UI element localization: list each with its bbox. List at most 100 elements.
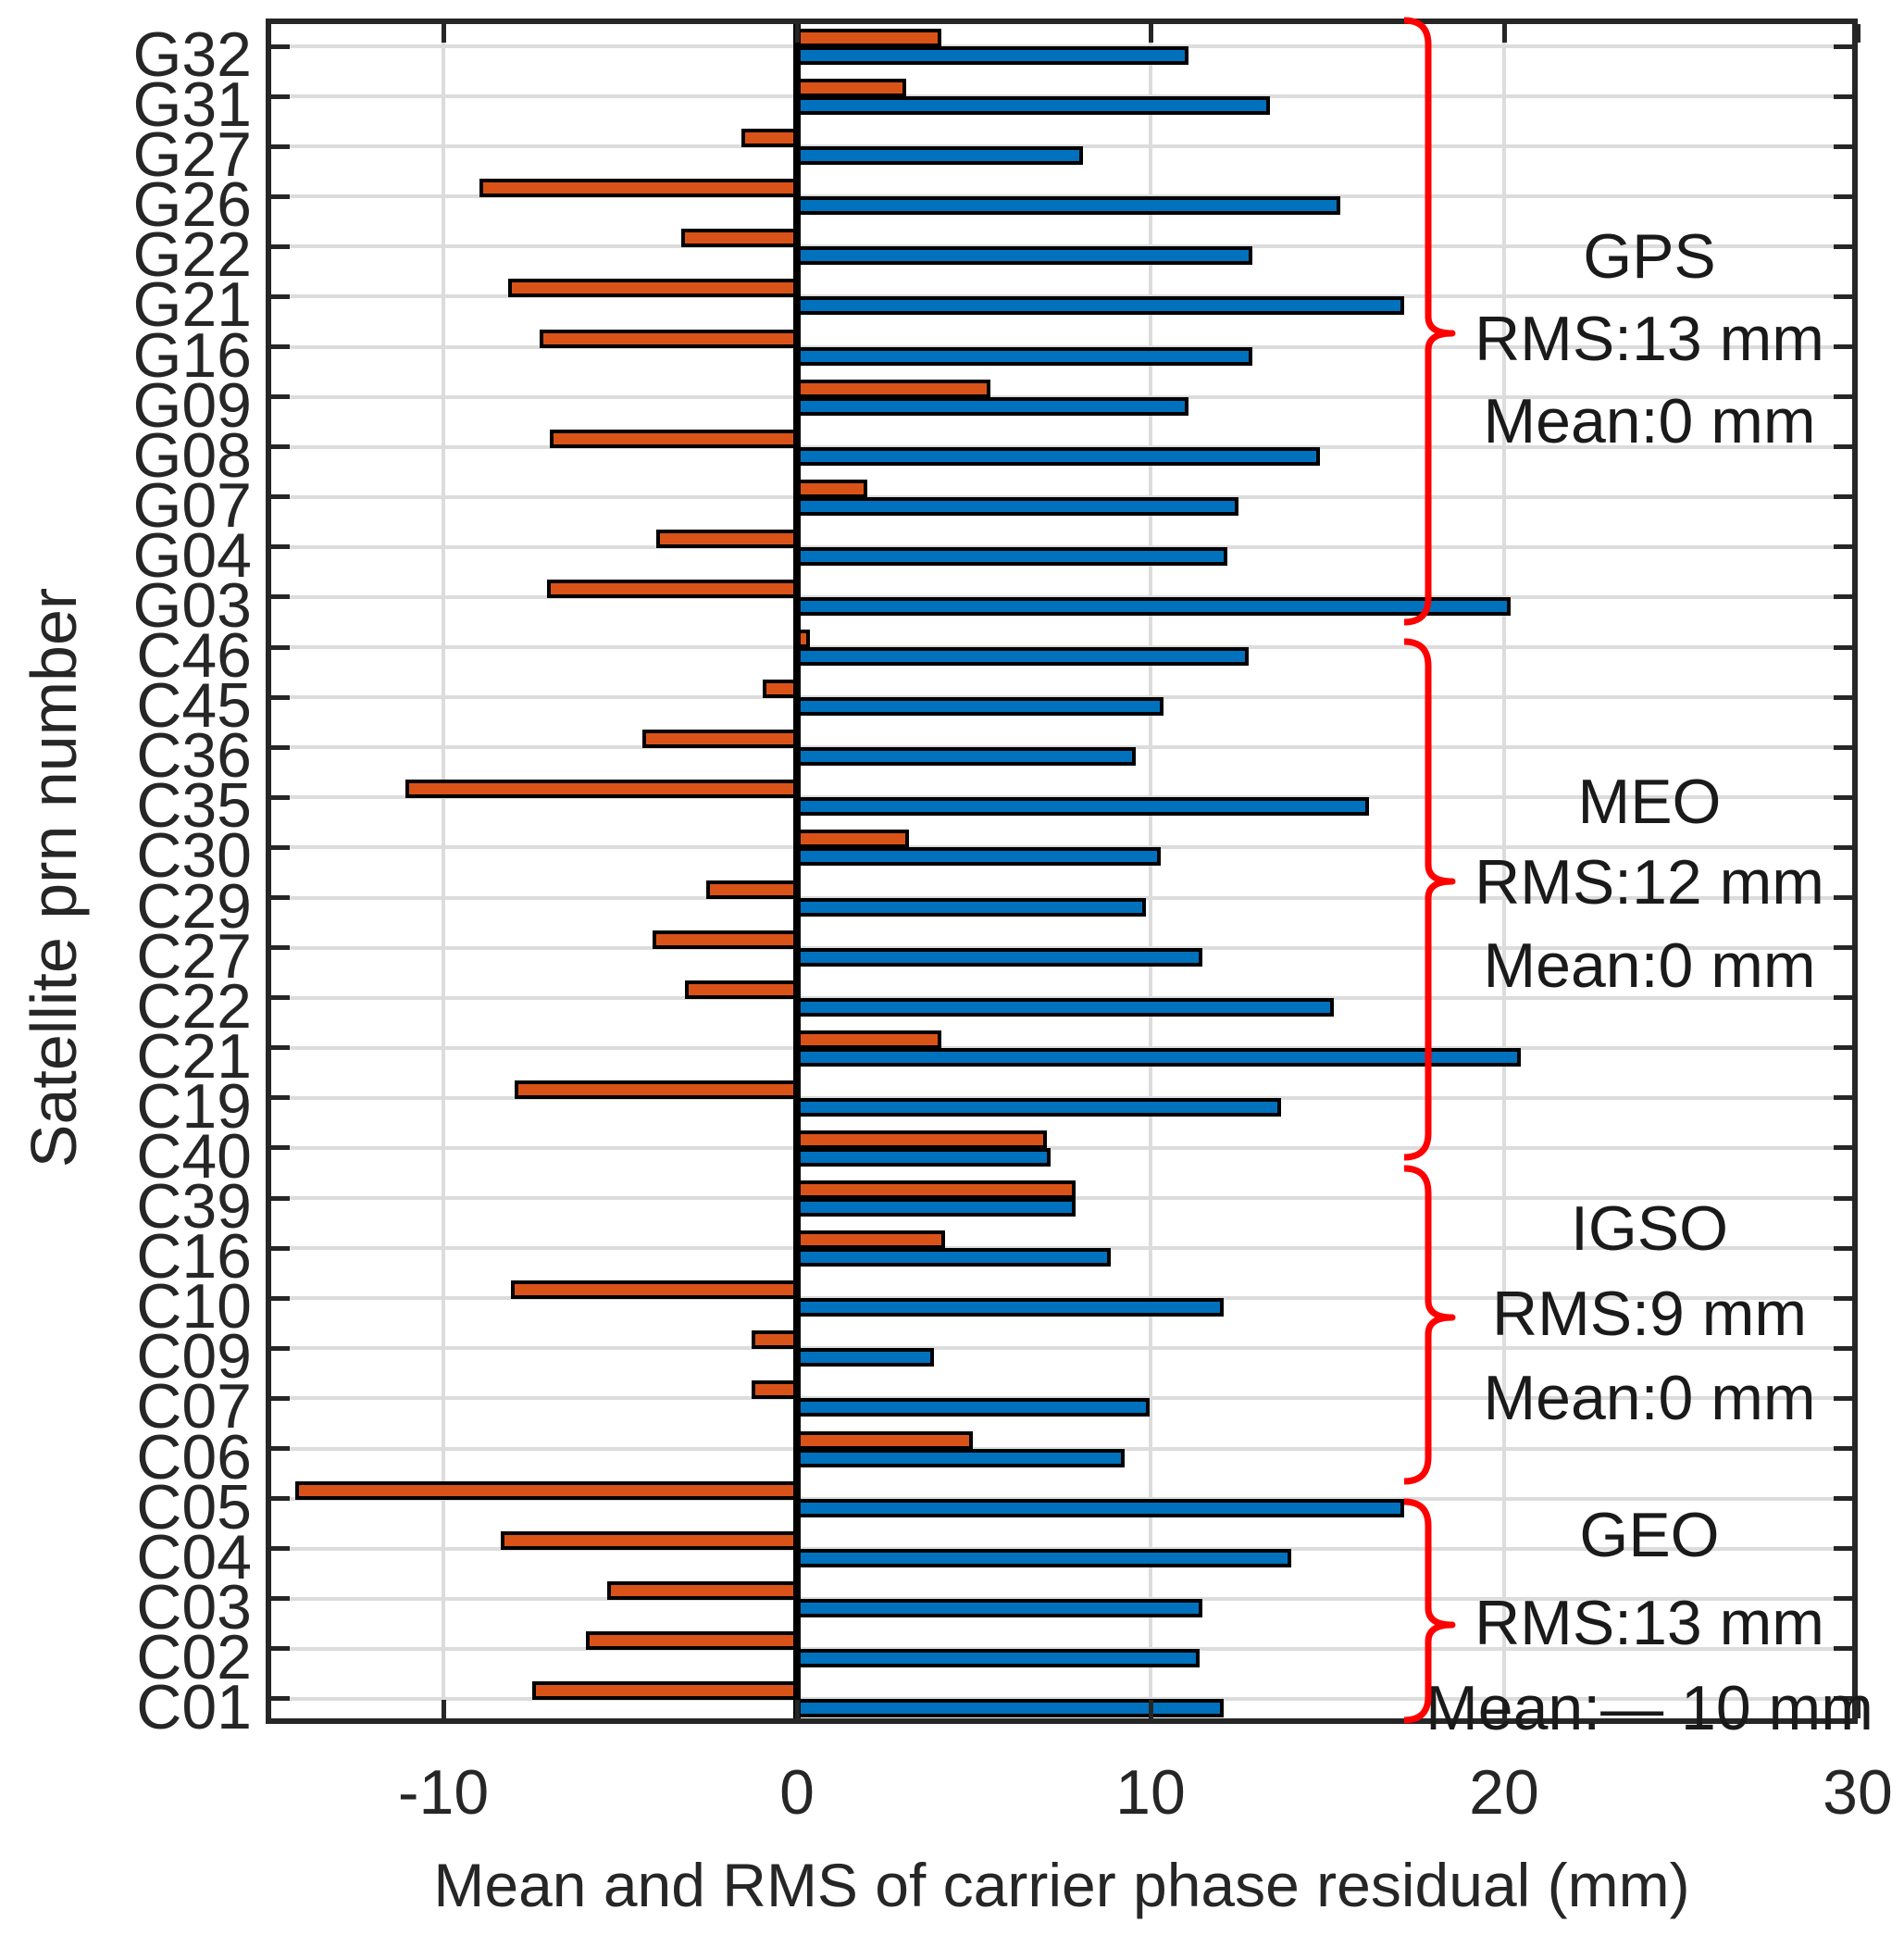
group-mean-GEO: Mean:— 10 mm bbox=[1425, 1673, 1873, 1743]
y-tick-right bbox=[1834, 1145, 1852, 1151]
y-tick-label-C19: C19 bbox=[136, 1070, 252, 1142]
y-tick-right bbox=[1834, 444, 1852, 450]
y-tick-right bbox=[1834, 1345, 1852, 1351]
y-tick-right bbox=[1834, 945, 1852, 951]
y-tick-label-C22: C22 bbox=[136, 970, 252, 1042]
y-tick-right bbox=[1834, 44, 1852, 49]
top-spine bbox=[266, 19, 1858, 24]
group-title-MEO: MEO bbox=[1577, 767, 1722, 837]
y-tick-left bbox=[271, 1295, 290, 1301]
y-tick-right bbox=[1834, 895, 1852, 901]
y-tick-right bbox=[1834, 1596, 1852, 1602]
y-tick-left bbox=[271, 1596, 290, 1602]
y-tick-left bbox=[271, 1696, 290, 1702]
x-axis-label: Mean and RMS of carrier phase residual (… bbox=[433, 1851, 1690, 1919]
group-title-GEO: GEO bbox=[1579, 1500, 1720, 1570]
y-tick-label-G21: G21 bbox=[132, 269, 252, 341]
y-tick-label-G03: G03 bbox=[132, 569, 252, 641]
y-tick-label-C40: C40 bbox=[136, 1120, 252, 1192]
group-rms-GPS: RMS:13 mm bbox=[1475, 304, 1824, 374]
y-tick-left bbox=[271, 1245, 290, 1251]
y-tick-left bbox=[271, 1145, 290, 1151]
y-tick-label-C07: C07 bbox=[136, 1371, 252, 1442]
y-tick-right bbox=[1834, 1295, 1852, 1301]
y-tick-right bbox=[1834, 1446, 1852, 1452]
y-tick-right bbox=[1834, 293, 1852, 299]
y-tick-left bbox=[271, 544, 290, 550]
y-tick-label-G16: G16 bbox=[132, 319, 252, 391]
y-tick-right bbox=[1834, 594, 1852, 600]
y-tick-right bbox=[1834, 694, 1852, 700]
y-tick-right bbox=[1834, 995, 1852, 1001]
y-tick-left bbox=[271, 293, 290, 299]
y-tick-right bbox=[1834, 394, 1852, 400]
y-tick-label-G08: G08 bbox=[132, 419, 252, 491]
group-brace-MEO bbox=[1403, 638, 1456, 1161]
group-brace-GEO bbox=[1403, 1498, 1456, 1724]
left-spine bbox=[266, 19, 271, 1724]
group-brace-IGSO bbox=[1403, 1165, 1456, 1485]
y-tick-left bbox=[271, 243, 290, 249]
group-rms-MEO: RMS:12 mm bbox=[1475, 847, 1824, 918]
y-tick-label-C06: C06 bbox=[136, 1421, 252, 1492]
y-tick-left bbox=[271, 1546, 290, 1552]
y-tick-right bbox=[1834, 1496, 1852, 1502]
x-tick-bottom bbox=[794, 1700, 800, 1718]
x-tick-bottom bbox=[1855, 1700, 1860, 1718]
y-tick-left bbox=[271, 694, 290, 700]
y-tick-left bbox=[271, 1446, 290, 1452]
y-tick-left bbox=[271, 1045, 290, 1051]
y-tick-right bbox=[1834, 344, 1852, 350]
y-tick-left bbox=[271, 444, 290, 450]
y-tick-label-G09: G09 bbox=[132, 369, 252, 441]
y-tick-label-C30: C30 bbox=[136, 820, 252, 892]
y-tick-label-C21: C21 bbox=[136, 1020, 252, 1092]
y-tick-label-C03: C03 bbox=[136, 1571, 252, 1642]
x-tick-bottom bbox=[441, 1700, 446, 1718]
y-tick-right bbox=[1834, 544, 1852, 550]
group-title-IGSO: IGSO bbox=[1570, 1193, 1729, 1264]
y-tick-label-C45: C45 bbox=[136, 670, 252, 742]
y-tick-label-C02: C02 bbox=[136, 1621, 252, 1692]
group-mean-GPS: Mean:0 mm bbox=[1483, 386, 1816, 456]
x-tick-label: 30 bbox=[1823, 1757, 1893, 1828]
x-gridline bbox=[1502, 19, 1506, 1724]
y-tick-label-C04: C04 bbox=[136, 1521, 252, 1592]
y-tick-left bbox=[271, 744, 290, 750]
y-tick-label-C46: C46 bbox=[136, 620, 252, 692]
x-tick-label: 20 bbox=[1469, 1757, 1539, 1828]
group-brace-GPS bbox=[1403, 17, 1456, 626]
y-tick-left bbox=[271, 1345, 290, 1351]
y-tick-right bbox=[1834, 243, 1852, 249]
y-tick-left bbox=[271, 44, 290, 49]
y-tick-label-C16: C16 bbox=[136, 1221, 252, 1292]
y-tick-left bbox=[271, 895, 290, 901]
y-tick-left bbox=[271, 344, 290, 350]
x-tick-bottom bbox=[1148, 1700, 1153, 1718]
y-tick-right bbox=[1834, 1646, 1852, 1652]
y-tick-label-G26: G26 bbox=[132, 169, 252, 241]
y-tick-left bbox=[271, 794, 290, 800]
y-tick-label-C36: C36 bbox=[136, 720, 252, 792]
x-tick-top bbox=[794, 24, 800, 43]
y-tick-label-G27: G27 bbox=[132, 119, 252, 191]
y-tick-left bbox=[271, 1095, 290, 1101]
y-tick-right bbox=[1834, 844, 1852, 850]
y-tick-right bbox=[1834, 1395, 1852, 1401]
y-tick-label-C01: C01 bbox=[136, 1671, 252, 1742]
x-tick-label: -10 bbox=[397, 1757, 490, 1828]
y-tick-label-G31: G31 bbox=[132, 69, 252, 141]
y-tick-right bbox=[1834, 1095, 1852, 1101]
y-tick-right bbox=[1834, 1546, 1852, 1552]
y-tick-right bbox=[1834, 1045, 1852, 1051]
group-title-GPS: GPS bbox=[1583, 221, 1716, 292]
y-tick-right bbox=[1834, 1195, 1852, 1201]
group-mean-MEO: Mean:0 mm bbox=[1483, 930, 1816, 1001]
y-tick-left bbox=[271, 94, 290, 99]
x-tick-bottom bbox=[1501, 1700, 1507, 1718]
y-tick-left bbox=[271, 945, 290, 951]
right-spine bbox=[1852, 19, 1858, 1724]
y-tick-left bbox=[271, 644, 290, 650]
bottom-spine bbox=[266, 1718, 1858, 1724]
